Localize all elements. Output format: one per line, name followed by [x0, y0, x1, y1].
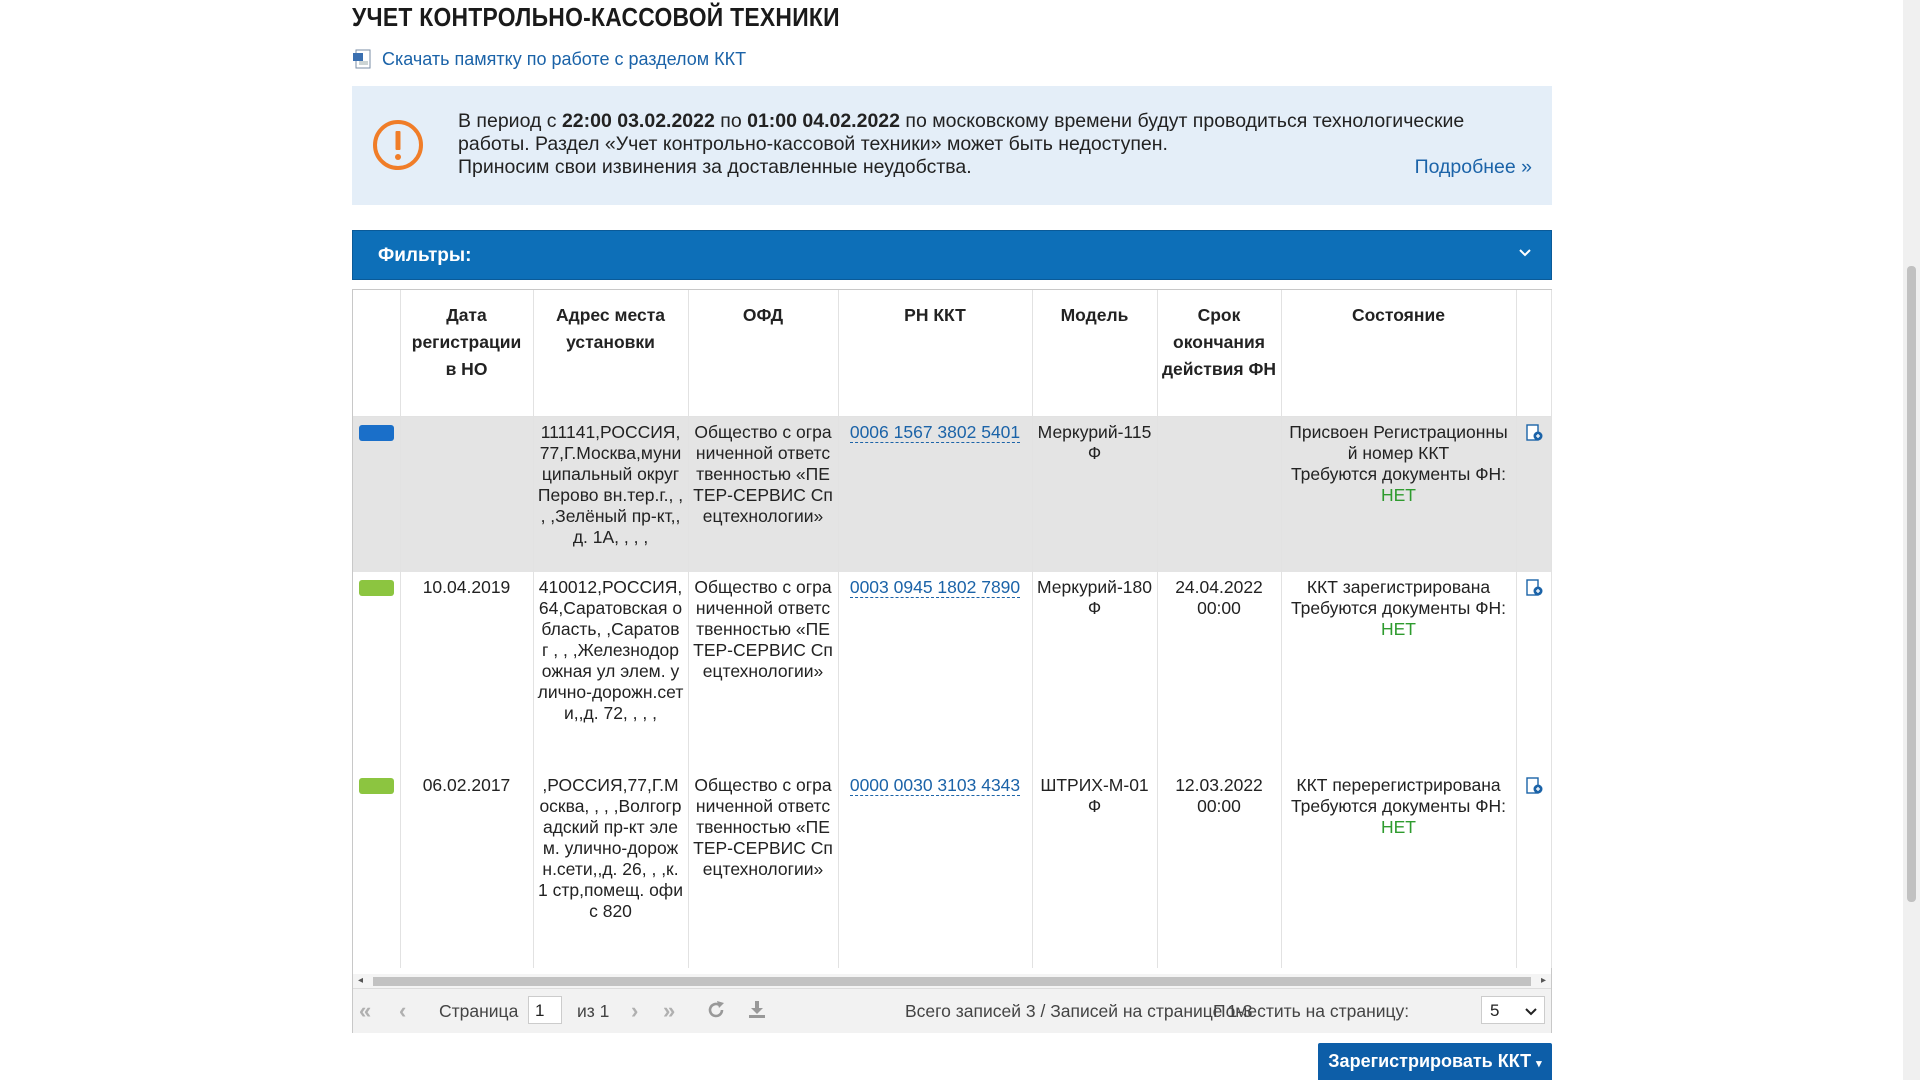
- pager: « ‹ Страница 1 из 1 › » Всего записей 3 …: [353, 988, 1551, 1033]
- next-page-icon[interactable]: ›: [631, 998, 639, 1023]
- page-input[interactable]: 1: [528, 996, 562, 1024]
- ofd-cell: Общество с ограниченной ответственностью…: [688, 572, 839, 770]
- table-row[interactable]: 111141,РОССИЯ,77,Г.Москва,муниципальный …: [353, 416, 1552, 572]
- warning-icon: [372, 119, 424, 176]
- records-summary: Всего записей 3 / Записей на странице 1-…: [905, 1001, 1253, 1021]
- download-icon[interactable]: [746, 999, 768, 1027]
- col-fn-end[interactable]: Срок окончания действия ФН: [1157, 290, 1282, 417]
- status-marker: [358, 778, 394, 794]
- docs-value: НЕТ: [1381, 817, 1416, 837]
- horizontal-scrollbar[interactable]: ◂ ▸: [353, 974, 1551, 988]
- refresh-icon[interactable]: [705, 999, 727, 1027]
- memo-row: Скачать памятку по работе с разделом ККТ: [352, 48, 746, 70]
- status-marker: [358, 580, 394, 596]
- state-cell: Присвоен Регистрационный номер ККТ Требу…: [1281, 416, 1517, 572]
- page-title: УЧЕТ КОНТРОЛЬНО-КАССОВОЙ ТЕХНИКИ: [352, 2, 840, 32]
- memo-download-link[interactable]: Скачать памятку по работе с разделом ККТ: [382, 48, 747, 69]
- model-cell: ШТРИХ-М-01Ф: [1032, 770, 1158, 968]
- maintenance-notice: В период с 22:00 03.02.2022 по 01:00 04.…: [352, 86, 1552, 205]
- register-kkt-button[interactable]: Зарегистрировать ККТ ▾: [1318, 1043, 1552, 1080]
- state-text: ККТ зарегистрирована: [1306, 577, 1491, 597]
- prev-page-icon[interactable]: ‹: [399, 998, 407, 1023]
- col-marker: [353, 290, 401, 417]
- address-cell: ,РОССИЯ,77,Г.Москва, , , ,Волгоградский …: [533, 770, 689, 968]
- col-address[interactable]: Адрес места установки: [533, 290, 689, 417]
- actions-cell: [1516, 416, 1552, 572]
- status-marker: [358, 425, 394, 441]
- ofd-cell: Общество с ограниченной ответственностью…: [688, 770, 839, 968]
- address-cell: 111141,РОССИЯ,77,Г.Москва,муниципальный …: [533, 416, 689, 572]
- docs-value: НЕТ: [1381, 485, 1416, 505]
- notice-from: 22:00 03.02.2022: [561, 110, 715, 132]
- row-marker-cell: [353, 416, 401, 572]
- row-marker-cell: [353, 770, 401, 968]
- rn-cell: 0003 0945 1802 7890: [838, 572, 1033, 770]
- fn-end-cell: [1157, 416, 1282, 572]
- scroll-right-icon[interactable]: ▸: [1540, 975, 1546, 986]
- actions-cell: [1516, 770, 1552, 968]
- filters-panel-header[interactable]: Фильтры:: [352, 230, 1552, 280]
- notice-to: 01:00 04.02.2022: [747, 110, 900, 132]
- rn-cell: 0006 1567 3802 5401: [838, 416, 1033, 572]
- rn-link[interactable]: 0000 0030 3103 4343: [849, 775, 1021, 796]
- vertical-scrollbar[interactable]: [1903, 0, 1920, 1080]
- docs-label: Требуются документы ФН:: [1290, 464, 1507, 484]
- row-marker-cell: [353, 572, 401, 770]
- kkt-card-icon[interactable]: [1525, 579, 1543, 602]
- docs-value: НЕТ: [1381, 619, 1416, 639]
- model-cell: Меркурий-115Ф: [1032, 416, 1158, 572]
- kkt-card-icon[interactable]: [1525, 424, 1543, 447]
- table-row[interactable]: 10.04.2019 410012,РОССИЯ,64,Саратовская …: [353, 572, 1552, 770]
- document-icon: [352, 48, 374, 70]
- notice-part: по: [714, 110, 748, 132]
- caret-down-icon: ▾: [1536, 1058, 1542, 1070]
- scrollbar-thumb[interactable]: [373, 977, 1531, 986]
- notice-apology: Приносим свои извинения за доставленные …: [458, 156, 972, 178]
- model-cell: Меркурий-180Ф: [1032, 572, 1158, 770]
- per-page-value: 5: [1490, 1001, 1500, 1020]
- address-cell: 410012,РОССИЯ,64,Саратовская область, ,С…: [533, 572, 689, 770]
- notice-part: по московскому времени будут проводиться…: [458, 110, 1465, 155]
- first-page-icon[interactable]: «: [359, 998, 372, 1023]
- per-page-select[interactable]: 5: [1481, 996, 1545, 1024]
- kkt-card-icon[interactable]: [1525, 777, 1543, 800]
- filters-label: Фильтры:: [378, 245, 472, 266]
- chevron-down-icon[interactable]: [1517, 245, 1533, 267]
- state-text: Присвоен Регистрационный номер ККТ: [1289, 422, 1508, 463]
- per-page-label: Поместить на страницу:: [1213, 1001, 1410, 1021]
- notice-part: В период с: [458, 110, 562, 132]
- scroll-left-icon[interactable]: ◂: [358, 975, 364, 986]
- actions-cell: [1516, 572, 1552, 770]
- col-actions: [1516, 290, 1552, 417]
- rn-link[interactable]: 0006 1567 3802 5401: [849, 422, 1021, 443]
- fn-end-cell: 12.03.2022 00:00: [1157, 770, 1282, 968]
- rn-link[interactable]: 0003 0945 1802 7890: [849, 577, 1021, 598]
- col-reg-date[interactable]: Дата регистрации в НО: [400, 290, 534, 417]
- page-of-label: из 1: [577, 1001, 610, 1021]
- last-page-icon[interactable]: »: [663, 998, 676, 1023]
- reg-date-cell: 06.02.2017: [400, 770, 534, 968]
- fn-end-cell: 24.04.2022 00:00: [1157, 572, 1282, 770]
- kkt-table: Дата регистрации в НО Адрес места устано…: [352, 289, 1552, 1033]
- register-kkt-label: Зарегистрировать ККТ: [1328, 1051, 1532, 1071]
- page-label: Страница: [439, 1001, 519, 1021]
- docs-label: Требуются документы ФН:: [1290, 598, 1507, 618]
- state-text: ККТ перерегистрирована: [1296, 775, 1501, 795]
- notice-text: В период с 22:00 03.02.2022 по 01:00 04.…: [458, 110, 1538, 179]
- reg-date-cell: [400, 416, 534, 572]
- state-cell: ККТ перерегистрирована Требуются докумен…: [1281, 770, 1517, 968]
- col-ofd[interactable]: ОФД: [688, 290, 839, 417]
- docs-label: Требуются документы ФН:: [1290, 796, 1507, 816]
- rn-cell: 0000 0030 3103 4343: [838, 770, 1033, 968]
- state-cell: ККТ зарегистрирована Требуются документы…: [1281, 572, 1517, 770]
- table-row[interactable]: 06.02.2017 ,РОССИЯ,77,Г.Москва, , , ,Вол…: [353, 770, 1552, 968]
- scrollbar-thumb[interactable]: [1907, 266, 1916, 902]
- col-state[interactable]: Состояние: [1281, 290, 1517, 417]
- chevron-down-icon: [1524, 997, 1538, 1034]
- col-rn[interactable]: РН ККТ: [838, 290, 1033, 417]
- ofd-cell: Общество с ограниченной ответственностью…: [688, 416, 839, 572]
- reg-date-cell: 10.04.2019: [400, 572, 534, 770]
- more-link[interactable]: Подробнее »: [1414, 156, 1532, 178]
- col-model[interactable]: Модель: [1032, 290, 1158, 417]
